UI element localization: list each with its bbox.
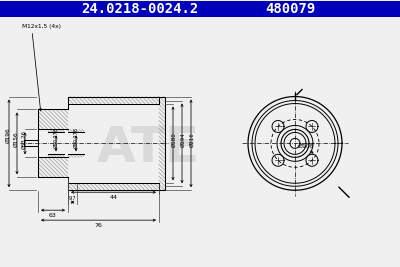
Text: Ø50,278: Ø50,278 (74, 127, 78, 148)
Text: 63: 63 (49, 213, 57, 218)
Text: Ø63,26: Ø63,26 (22, 130, 26, 149)
Text: 480079: 480079 (265, 2, 315, 16)
Text: 24.0218-0024.2: 24.0218-0024.2 (81, 2, 199, 16)
Text: M12x1,5 (4x): M12x1,5 (4x) (22, 24, 61, 29)
Text: Ø216: Ø216 (190, 132, 194, 147)
Text: Ø180: Ø180 (172, 132, 176, 147)
Text: Ø108: Ø108 (298, 144, 315, 149)
Text: 9,7: 9,7 (69, 196, 76, 201)
Bar (0, 1, 400, 17)
Text: Ø196: Ø196 (6, 128, 10, 143)
Text: Ø156: Ø156 (14, 132, 18, 147)
Text: Ø50,278: Ø50,278 (54, 127, 58, 148)
Text: Ø194: Ø194 (180, 132, 186, 147)
Text: 76: 76 (94, 223, 102, 228)
Text: 44: 44 (110, 195, 118, 200)
Text: ATE: ATE (96, 124, 200, 172)
